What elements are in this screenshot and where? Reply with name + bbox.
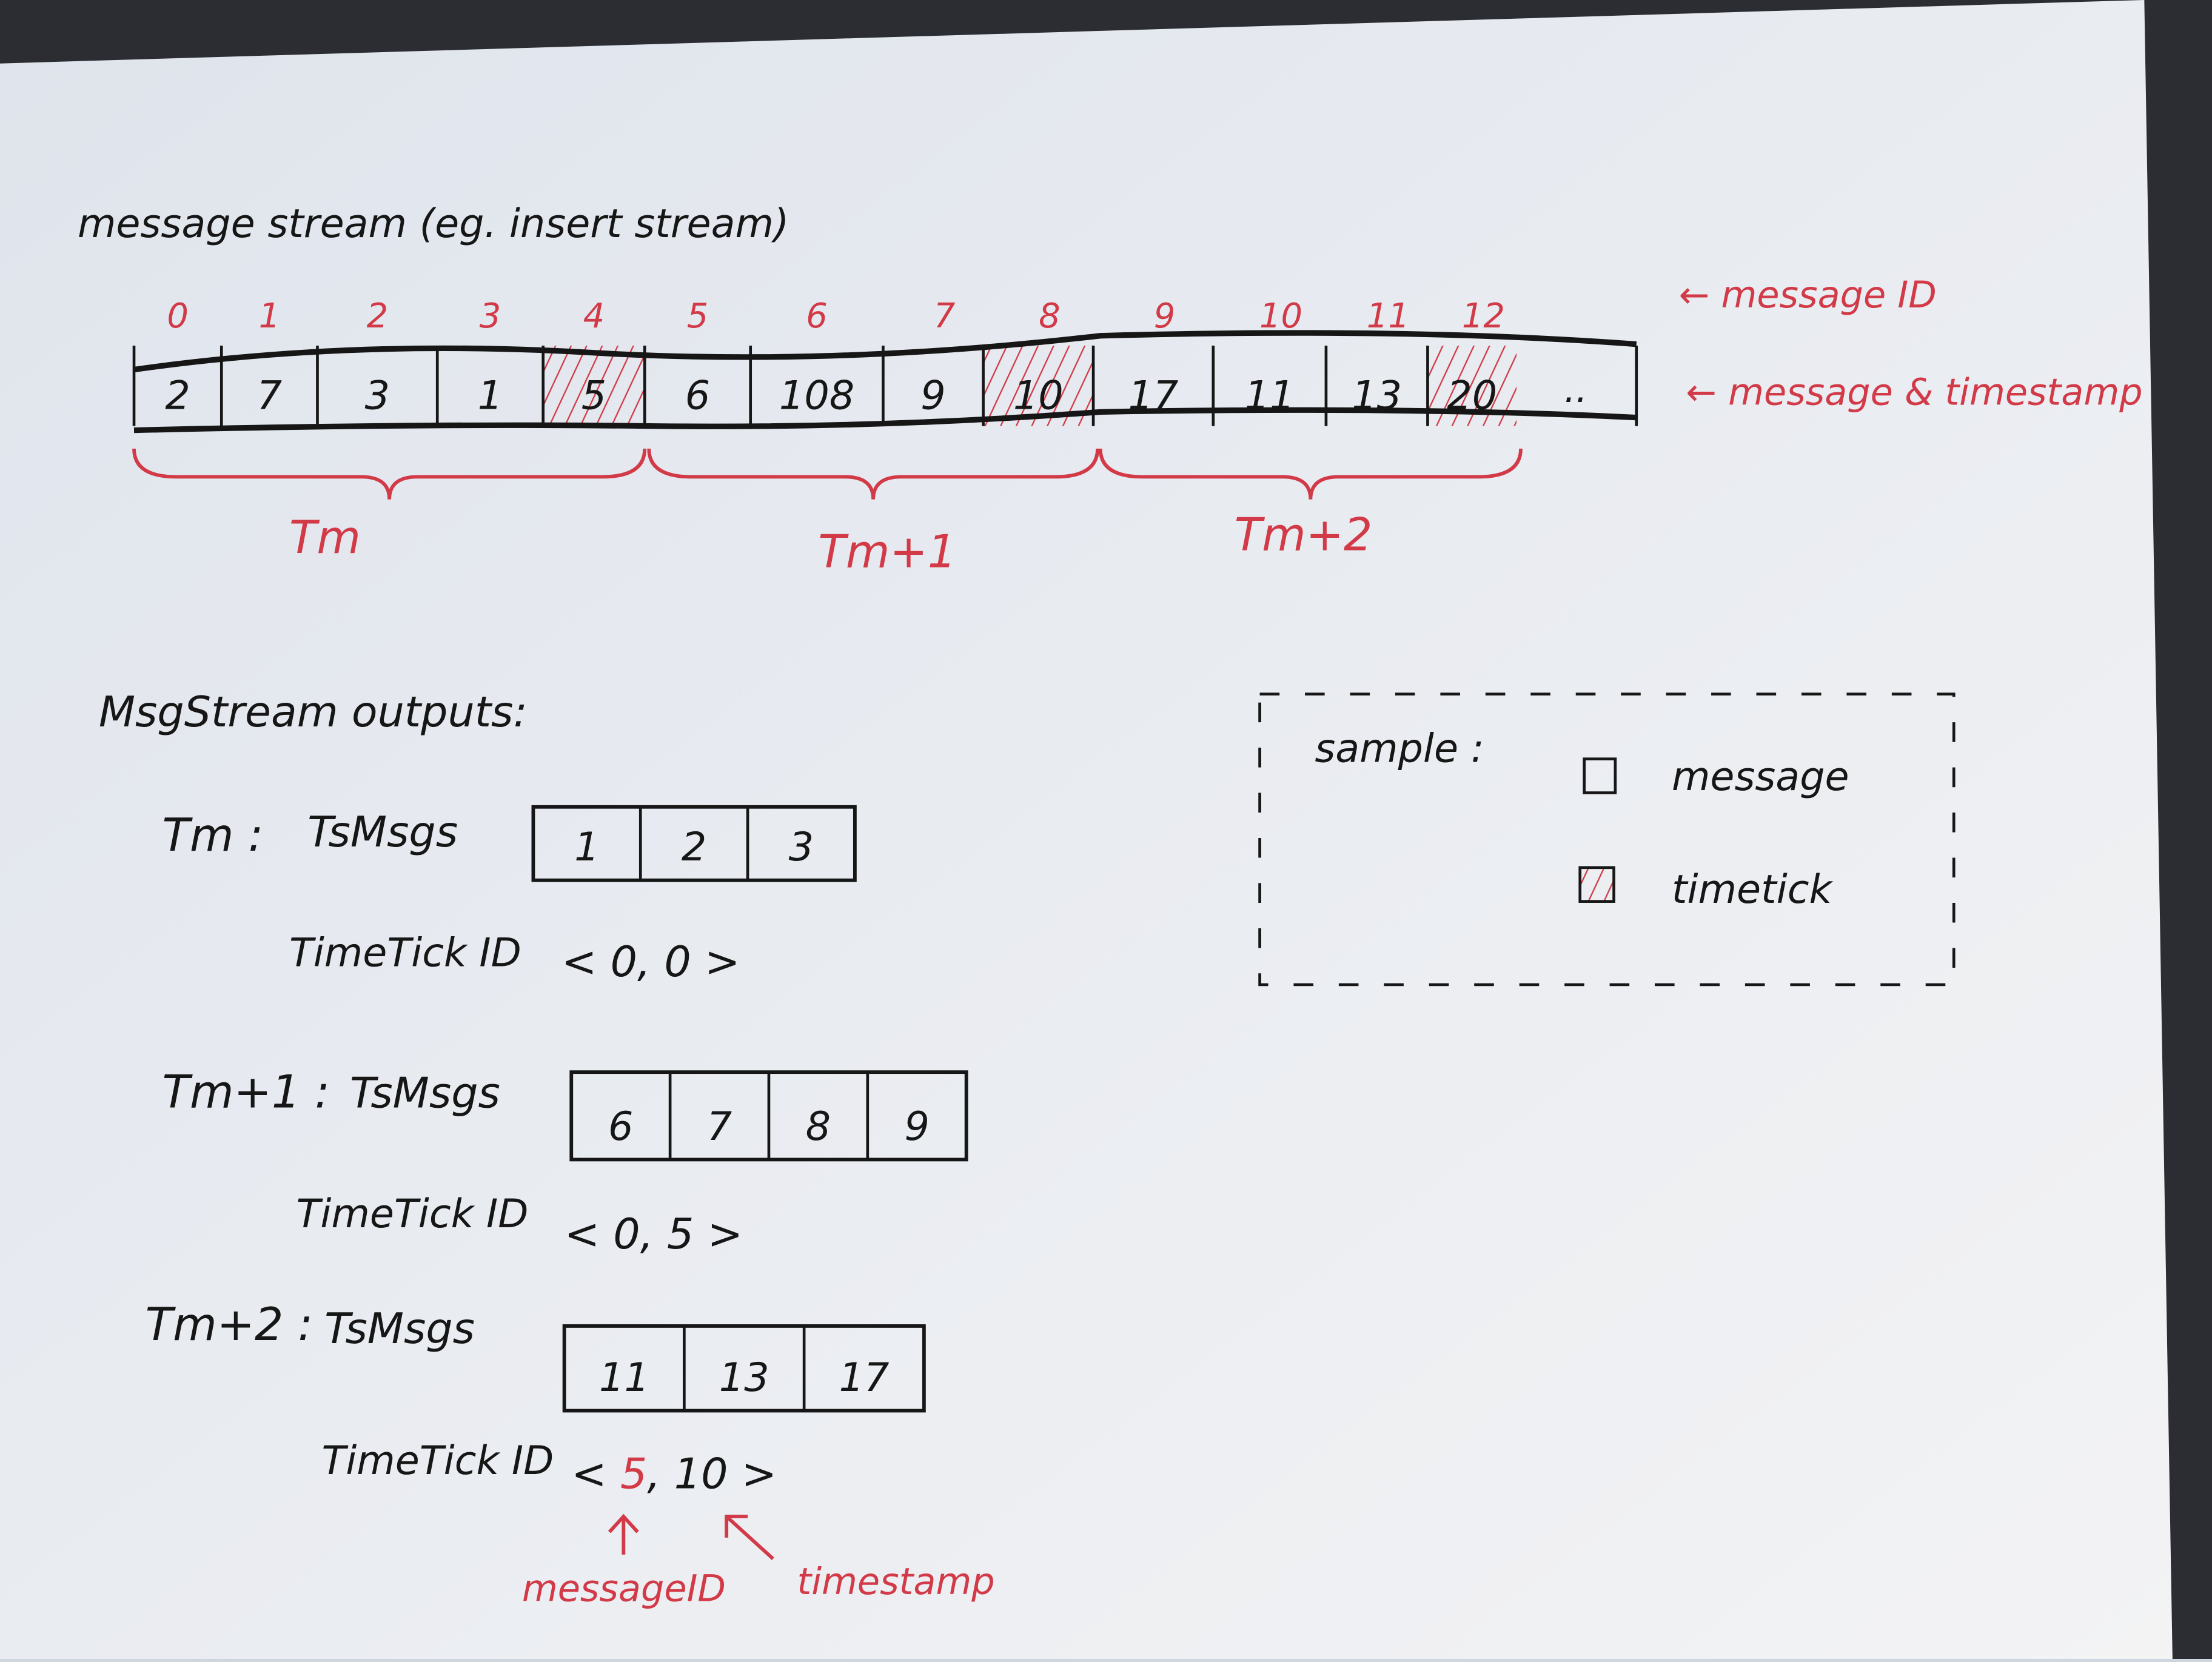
tick-timestamp: 5 xyxy=(667,1210,694,1259)
tsmsg-cell: 3 xyxy=(789,825,814,870)
message-id-pointer-label: messageID xyxy=(522,1568,726,1610)
timestamp-pointer-label: timestamp xyxy=(797,1561,994,1603)
output-0 xyxy=(531,805,857,882)
timetick-id-value: < 0, 0 > xyxy=(561,937,740,987)
tsmsg-cell: 9 xyxy=(905,1104,930,1150)
bracket: > xyxy=(728,1449,777,1498)
tsmsg-cell: 6 xyxy=(608,1104,633,1150)
message-cell: 6 xyxy=(685,374,710,419)
legend-border xyxy=(1258,692,1956,987)
separator: , xyxy=(647,1449,674,1498)
tsmsgs-box xyxy=(531,805,857,882)
timetick-id-value: < 0, 5 > xyxy=(565,1210,743,1259)
tsmsg-cell: 2 xyxy=(682,825,706,870)
tsmsg-cell: 7 xyxy=(707,1104,732,1150)
timetick-id-value: < 5, 10 > xyxy=(571,1449,777,1498)
output-name: Tm : xyxy=(163,809,264,862)
group-brace xyxy=(1098,448,1523,500)
message-id: 7 xyxy=(934,297,956,336)
ellipsis: .. xyxy=(1564,369,1587,411)
output-name: Tm+2 : xyxy=(146,1298,313,1351)
message-cell: 1 xyxy=(478,374,503,419)
timetick-id-label: TimeTick ID xyxy=(289,931,521,976)
message-cell: 3 xyxy=(365,374,390,419)
bracket: < xyxy=(561,937,611,987)
legend xyxy=(1258,692,1956,987)
message-cell: 2 xyxy=(165,374,190,419)
message-cell: 13 xyxy=(1352,374,1402,419)
tick-message-id: 0 xyxy=(611,937,637,987)
separator: , xyxy=(640,1210,667,1259)
message-stream xyxy=(132,330,1638,434)
message-timestamp-annotation: ← message & timestamp xyxy=(1686,372,2142,414)
tsmsg-cell: 13 xyxy=(719,1355,769,1401)
legend-message-label: message xyxy=(1672,754,1849,800)
timetick-cell: 20 xyxy=(1447,374,1497,419)
message-id: 10 xyxy=(1259,297,1302,336)
timetick-hatch xyxy=(543,346,645,426)
message-id-annotation: ← message ID xyxy=(1679,274,1937,317)
tsmsg-cell: 1 xyxy=(574,825,599,870)
timetick-id-label: TimeTick ID xyxy=(297,1191,529,1237)
message-id: 6 xyxy=(806,297,828,336)
group-label-0: Tm xyxy=(289,511,361,564)
tick-message-id: 5 xyxy=(620,1449,647,1498)
tsmsgs-box xyxy=(562,1324,926,1413)
bracket: < xyxy=(571,1449,620,1498)
message-cell: 9 xyxy=(920,374,945,419)
tsmsg-cell: 8 xyxy=(806,1104,831,1150)
tick-message-id: 0 xyxy=(613,1210,640,1259)
message-id: 5 xyxy=(687,297,709,336)
message-id: 8 xyxy=(1039,297,1061,336)
group-brace xyxy=(132,448,647,500)
message-id: 12 xyxy=(1462,297,1505,336)
legend-timetick-label: timetick xyxy=(1672,867,1834,913)
tsmsgs-label: TsMsgs xyxy=(350,1068,500,1117)
tick-timestamp: 0 xyxy=(664,937,691,987)
tsmsg-cell: 11 xyxy=(599,1355,649,1401)
group-brace xyxy=(647,448,1099,500)
outputs-heading: MsgStream outputs: xyxy=(99,688,528,737)
message-cell: 17 xyxy=(1128,374,1179,419)
output-name: Tm+1 : xyxy=(163,1065,330,1118)
message-id: 2 xyxy=(367,297,389,336)
message-id: 1 xyxy=(259,297,281,336)
output-2 xyxy=(562,1324,926,1413)
output-1 xyxy=(569,1070,968,1162)
timetick-cell: 5 xyxy=(581,374,606,419)
tsmsgs-label: TsMsgs xyxy=(307,808,458,857)
bracket: > xyxy=(691,937,740,987)
bracket: > xyxy=(694,1210,743,1259)
message-cell: 108 xyxy=(779,374,854,419)
tsmsgs-label: TsMsgs xyxy=(324,1304,475,1353)
group-label-1: Tm+1 xyxy=(818,525,956,578)
stream-bottom-border xyxy=(133,407,1637,434)
tick-timestamp: 10 xyxy=(674,1449,728,1498)
timetick-square-icon xyxy=(1578,866,1615,903)
arrow-up-left-icon xyxy=(725,1515,774,1560)
message-id: 9 xyxy=(1154,297,1176,336)
message-square-icon xyxy=(1583,757,1617,794)
timetick-id-label: TimeTick ID xyxy=(321,1438,554,1484)
diagram-title: message stream (eg. insert stream) xyxy=(78,201,789,247)
stream-top-border xyxy=(133,330,1637,373)
separator: , xyxy=(637,937,664,987)
legend-title: sample : xyxy=(1315,726,1484,771)
message-cell: 7 xyxy=(257,374,282,419)
arrow-up-icon xyxy=(608,1513,639,1555)
message-id: 4 xyxy=(583,297,605,336)
message-cell: 11 xyxy=(1244,374,1295,419)
timetick-cell: 10 xyxy=(1013,374,1064,419)
message-id: 3 xyxy=(480,297,501,336)
group-label-2: Tm+2 xyxy=(1235,508,1373,561)
message-id: 0 xyxy=(167,297,189,336)
bracket: < xyxy=(565,1210,614,1259)
message-id: 11 xyxy=(1367,297,1410,336)
tsmsg-cell: 17 xyxy=(839,1355,890,1401)
